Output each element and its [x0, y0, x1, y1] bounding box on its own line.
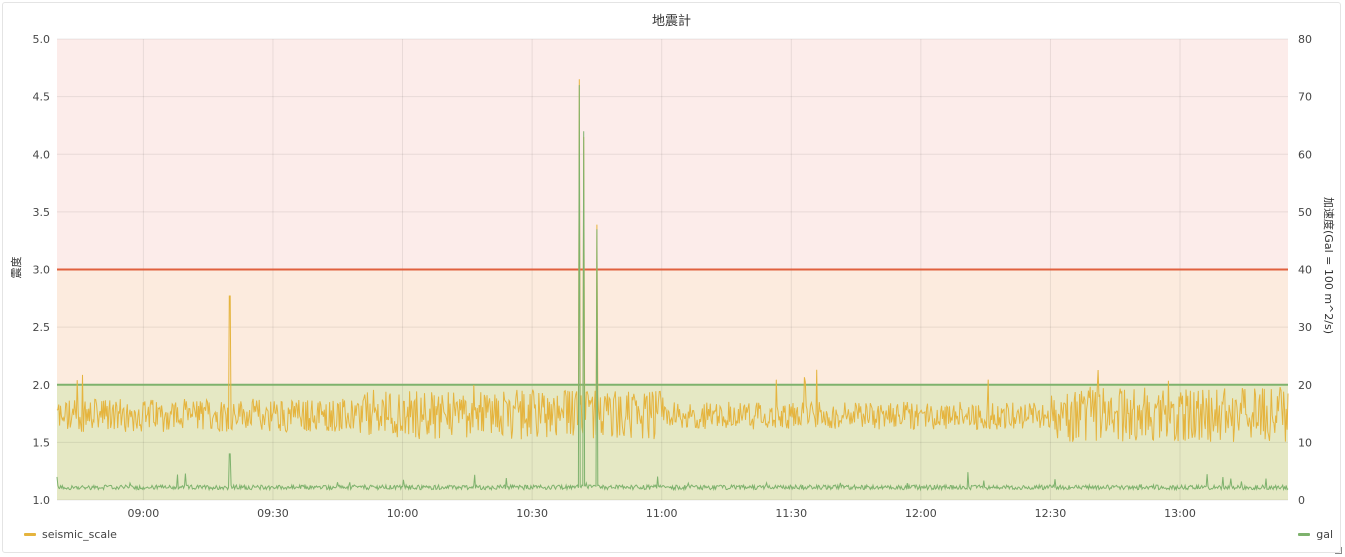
y-right-tick-label: 80 — [1298, 33, 1312, 46]
x-tick-label: 12:00 — [905, 507, 937, 520]
y-left-tick-label: 5.0 — [33, 33, 51, 46]
y-right-tick-label: 60 — [1298, 148, 1312, 161]
resize-handle[interactable] — [1335, 547, 1342, 554]
legend-swatch-gal — [1298, 533, 1311, 536]
y-right-tick-label: 0 — [1298, 494, 1305, 507]
legend-swatch-seismic — [24, 533, 36, 536]
y-right-tick-label: 40 — [1298, 264, 1312, 277]
y-left-tick-label: 1.0 — [33, 494, 51, 507]
x-tick-label: 11:30 — [775, 507, 807, 520]
x-tick-label: 09:30 — [257, 507, 289, 520]
y-right-tick-label: 70 — [1298, 91, 1312, 104]
x-tick-label: 11:00 — [646, 507, 678, 520]
threshold-band-2 — [57, 39, 1288, 270]
y-right-tick-label: 10 — [1298, 436, 1312, 449]
x-tick-label: 10:00 — [387, 507, 419, 520]
x-tick-label: 12:30 — [1035, 507, 1067, 520]
legend-seismic-scale[interactable]: seismic_scale — [24, 528, 117, 541]
series-line-gal — [56, 85, 1289, 492]
y-left-tick-label: 3.0 — [33, 264, 51, 277]
y-left-tick-label: 4.0 — [33, 148, 51, 161]
y-right-tick-label: 50 — [1298, 206, 1312, 219]
chart-title: 地震計 — [651, 14, 691, 29]
y-left-tick-label: 4.5 — [33, 91, 51, 104]
legend-label-seismic: seismic_scale — [42, 528, 117, 541]
threshold-band-1 — [57, 269, 1288, 385]
y-right-tick-label: 20 — [1298, 379, 1312, 392]
y-left-tick-label: 2.0 — [33, 379, 51, 392]
x-tick-label: 09:00 — [128, 507, 160, 520]
y-left-tick-label: 1.5 — [33, 436, 51, 449]
x-tick-label: 10:30 — [516, 507, 548, 520]
y-left-tick-label: 3.5 — [33, 206, 51, 219]
series-line-seismic-scale — [56, 79, 1289, 442]
y-right-tick-label: 30 — [1298, 321, 1312, 334]
x-tick-label: 13:00 — [1164, 507, 1196, 520]
legend-label-gal: gal — [1316, 528, 1333, 541]
y-left-tick-label: 2.5 — [33, 321, 51, 334]
y-right-axis-label: 加速度(Gal = 100 m^2/s) — [1322, 197, 1336, 334]
legend-gal[interactable]: gal — [1298, 528, 1333, 541]
y-left-axis-label: 震度 — [9, 257, 23, 279]
